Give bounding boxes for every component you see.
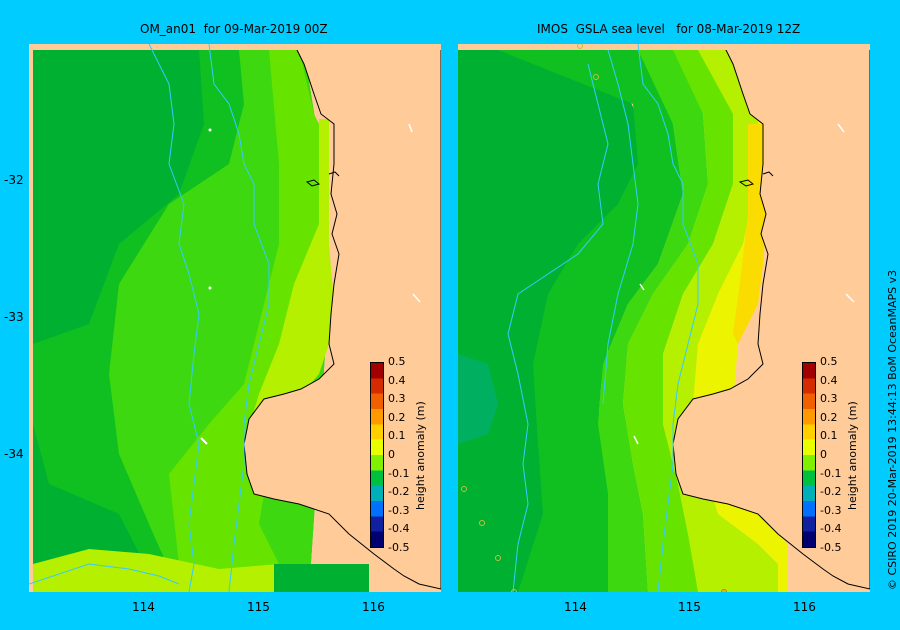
colorbar-right [802,362,816,548]
marker [511,589,517,592]
river-contour-3 [29,563,180,585]
sea-field-gold [733,124,768,344]
colorbar-tick-label: -0.3 [820,503,842,517]
marker [208,128,212,132]
lat-label: -33 [4,310,24,324]
lon-label: 114 [564,600,587,614]
sea-field-light [598,50,708,592]
sea-field-mid [498,50,683,592]
estuary-mark [738,171,774,187]
colorbar-tick-label: -0.5 [388,541,410,554]
marker [208,286,212,290]
marker [577,44,583,49]
colorbar-tick-label: -0.1 [388,466,410,480]
river-contour-3 [602,49,639,405]
coastline [243,44,441,590]
lon-label: 115 [678,600,701,614]
colorbar-gradient [370,362,384,548]
colorbar-label: height anomaly (m) [846,401,859,510]
lon-label: 116 [793,600,816,614]
marker [461,486,467,492]
sea-field-yellow-green [244,119,334,464]
river-contour-1 [208,44,270,592]
river-contour-2 [507,63,609,592]
colorbar-tick-label: -0.1 [820,466,842,480]
coastline [672,44,870,590]
colorbar-tick-label: 0.4 [820,373,838,387]
lat-label: -32 [4,173,24,187]
colorbar-tick-label: -0.4 [388,522,410,536]
credit-text: © CSIRO 2019 20-Mar-2019 13:44:13 BoM Oc… [886,269,899,590]
vector-arrow [639,283,645,291]
left-panel-title: OM_an01 for 09-Mar-2019 00Z [140,22,328,36]
sea-field-dark-lower [274,564,369,592]
river-contour-2 [148,44,200,592]
sea-field-teal [458,354,498,444]
lon-label: 116 [362,600,385,614]
colorbar-tick-label: 0.2 [388,410,406,424]
colorbar-tick-label: -0.5 [820,541,842,554]
sea-field-lower-band [33,549,309,592]
vector-arrow [412,293,421,303]
colorbar-tick-label: 0.3 [388,392,406,406]
colorbar-gradient [802,362,816,548]
marker [721,589,727,592]
sea-field-lime [169,50,329,574]
left-map [29,44,441,592]
colorbar-tick-label: 0.5 [820,355,838,368]
colorbar-tick-label: -0.3 [388,503,410,517]
colorbar-tick-label: 0.4 [388,373,406,387]
vector-arrow [200,437,208,445]
colorbar-tick-label: -0.4 [820,522,842,536]
colorbar-tick-label: 0.2 [820,410,838,424]
marker [495,555,501,561]
sea-field-lime [623,50,758,592]
colorbar-tick-label: 0.3 [820,392,838,406]
colorbar-left [370,362,384,548]
colorbar-label: height anomaly (m) [414,401,427,510]
colorbar-tick-label: 0.5 [388,355,406,368]
right-panel-title: IMOS GSLA sea level for 08-Mar-2019 12Z [537,22,801,36]
colorbar-tick-label: 0 [820,448,827,461]
colorbar-tick-label: 0.1 [388,429,406,443]
colorbar-tick-label: 0 [388,448,395,461]
lon-label: 115 [247,600,270,614]
river-contour-1 [637,44,699,592]
colorbar-tick-label: -0.2 [820,485,842,499]
top-margin-land [458,44,870,50]
vector-arrow [845,293,855,303]
vector-arrow [408,123,413,133]
lat-label: -34 [4,447,24,461]
right-map [458,44,870,592]
vector-arrow [633,435,639,445]
colorbar-tick-label: 0.1 [820,429,838,443]
marker [479,520,485,526]
estuary-mark [305,171,340,187]
marker [593,74,599,80]
vector-arrow [837,123,845,133]
colorbar-tick-label: -0.2 [388,485,410,499]
lon-label: 114 [132,600,155,614]
